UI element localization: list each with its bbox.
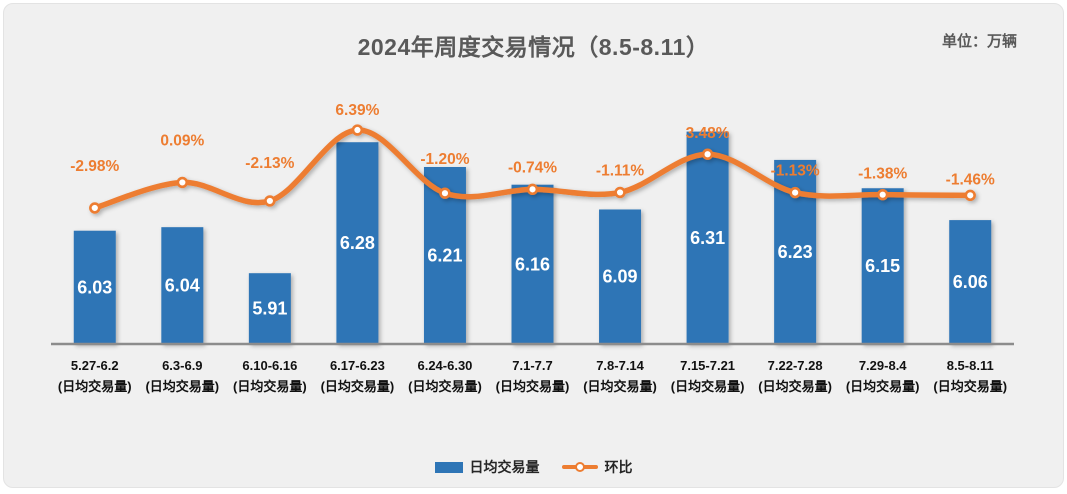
bar-series-swatch-icon — [434, 461, 463, 473]
x-tick-sublabel: (日均交易量) — [233, 379, 307, 394]
pct-label: -2.13% — [245, 155, 294, 172]
line-series-swatch-icon — [561, 461, 598, 473]
legend-label-bar-series: 日均交易量 — [469, 459, 540, 475]
bar-value-label: 6.04 — [165, 276, 200, 296]
bar — [73, 230, 116, 344]
bar-value-label: 6.15 — [865, 256, 900, 276]
bar-value-label: 6.09 — [603, 267, 638, 287]
pct-label: -1.38% — [858, 166, 907, 183]
bar-value-label: 6.16 — [515, 254, 550, 274]
x-tick-sublabel: (日均交易量) — [145, 379, 219, 394]
pct-label: 3.48% — [686, 125, 730, 142]
x-tick-label: 6.10-6.16 — [242, 358, 297, 373]
x-tick-sublabel: (日均交易量) — [933, 379, 1007, 394]
x-tick-label: 6.17-6.23 — [330, 358, 385, 373]
x-tick-sublabel: (日均交易量) — [496, 379, 570, 394]
pct-label: 0.09% — [160, 132, 204, 149]
x-tick-sublabel: (日均交易量) — [58, 379, 132, 394]
x-tick-label: 7.22-7.28 — [768, 358, 823, 373]
bar-value-label: 6.28 — [340, 233, 375, 253]
line-marker-icon — [876, 188, 889, 201]
x-tick-sublabel: (日均交易量) — [321, 379, 395, 394]
legend-item-bar-series: 日均交易量 — [434, 457, 540, 477]
pct-label: -1.11% — [596, 162, 644, 179]
x-tick-sublabel: (日均交易量) — [583, 379, 657, 394]
pct-label: -1.13% — [771, 163, 820, 180]
bar — [686, 131, 729, 344]
x-tick-label: 7.1-7.7 — [512, 358, 552, 373]
x-tick-sublabel: (日均交易量) — [846, 379, 920, 394]
x-tick-label: 8.5-8.11 — [947, 358, 994, 373]
line-marker-icon — [701, 148, 714, 160]
line-marker-icon — [176, 176, 189, 189]
chart-card: 2024年周度交易情况（8.5-8.11） 单位：万辆 6.03 6.04 5.91… — [3, 3, 1064, 488]
x-tick-label: 6.24-6.30 — [417, 358, 472, 373]
bar — [949, 220, 992, 344]
bar-value-label: 6.23 — [778, 242, 813, 262]
line-marker-icon — [789, 186, 801, 199]
bar — [161, 227, 204, 344]
line-marker-icon — [964, 189, 976, 202]
line-marker-icon — [351, 124, 364, 136]
bar — [336, 142, 379, 344]
unit-label: 单位：万辆 — [941, 33, 1017, 50]
pct-label: -2.98% — [70, 158, 119, 175]
x-tick-label: 7.15-7.21 — [680, 358, 735, 373]
x-tick-label: 7.8-7.14 — [596, 358, 644, 373]
x-tick-sublabel: (日均交易量) — [408, 379, 482, 394]
legend: 日均交易量 环比 — [4, 457, 1063, 477]
bar — [248, 273, 291, 344]
x-tick-label: 7.29-8.4 — [859, 358, 907, 373]
bar-value-label: 6.03 — [77, 277, 112, 297]
line-marker-icon — [526, 183, 539, 196]
x-tick-sublabel: (日均交易量) — [671, 379, 745, 394]
x-tick-label: 5.27-6.2 — [71, 358, 119, 373]
bar — [511, 184, 554, 344]
x-tick-label: 6.3-6.9 — [162, 358, 202, 373]
pct-label: 6.39% — [335, 102, 379, 119]
bar-value-label: 6.21 — [427, 246, 462, 266]
line-marker-icon — [439, 187, 451, 199]
line-marker-icon — [89, 202, 101, 214]
line-swatch-marker-icon — [574, 462, 585, 472]
chart-title: 2024年周度交易情况（8.5-8.11） — [357, 34, 710, 60]
bar-value-label: 6.31 — [690, 228, 725, 248]
x-tick-sublabel: (日均交易量) — [758, 379, 832, 394]
pct-label: -1.20% — [420, 151, 469, 168]
pct-label: -1.46% — [946, 171, 995, 188]
line-marker-icon — [264, 195, 276, 207]
chart-plot-area: 6.03 6.04 5.91 6.28 6.21 6.16 6.09 6.31 6.23 6.15… — [51, 102, 1014, 394]
bar — [861, 188, 904, 344]
legend-item-line-series: 环比 — [561, 457, 633, 477]
line-marker-icon — [614, 186, 626, 199]
bar-value-label: 6.06 — [953, 272, 988, 292]
line-series — [89, 124, 976, 214]
bar — [599, 209, 642, 344]
pct-label: -0.74% — [508, 159, 557, 176]
bar-value-label: 5.91 — [252, 299, 287, 319]
legend-label-line-series: 环比 — [604, 459, 633, 475]
